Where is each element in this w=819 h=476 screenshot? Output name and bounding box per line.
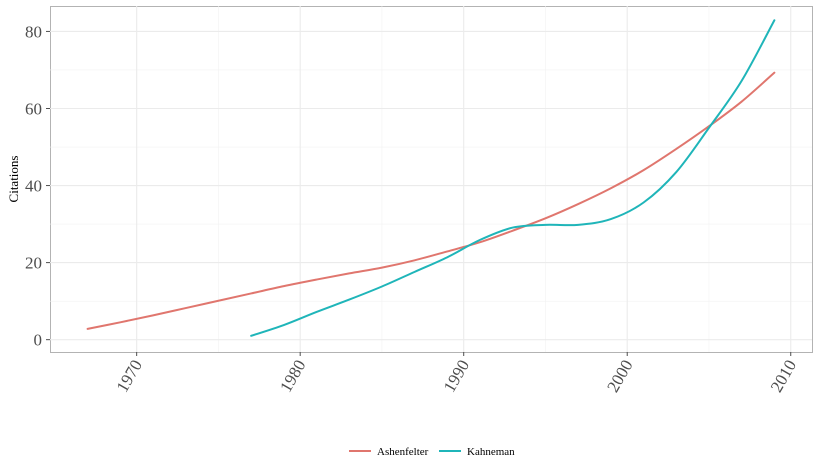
x-tick-label: 1990 xyxy=(440,357,473,396)
y-tick-label: 60 xyxy=(25,99,42,118)
series-line-ashenfelter xyxy=(86,71,776,330)
x-tick-label: 1970 xyxy=(113,357,146,396)
grid-layer xyxy=(50,6,812,352)
tick-layer: 1970 1980 1990 2000 2010 0 20 40 60 80 xyxy=(25,22,800,395)
y-tick-label: 40 xyxy=(25,177,42,196)
y-tick-label: 80 xyxy=(25,22,42,41)
y-axis-title: Citations xyxy=(6,156,21,203)
series-layer xyxy=(86,19,776,337)
legend-label-kahneman: Kahneman xyxy=(467,446,515,458)
x-tick-label: 1980 xyxy=(276,357,309,396)
y-tick-label: 0 xyxy=(34,331,43,350)
y-tick-label: 20 xyxy=(25,254,42,273)
series-line-kahneman xyxy=(250,19,776,337)
legend: Ashenfelter Kahneman xyxy=(349,446,515,458)
plot-panel xyxy=(50,6,813,353)
legend-label-ashenfelter: Ashenfelter xyxy=(377,446,429,458)
x-tick-label: 2010 xyxy=(767,357,800,396)
x-tick-label: 2000 xyxy=(603,357,636,396)
